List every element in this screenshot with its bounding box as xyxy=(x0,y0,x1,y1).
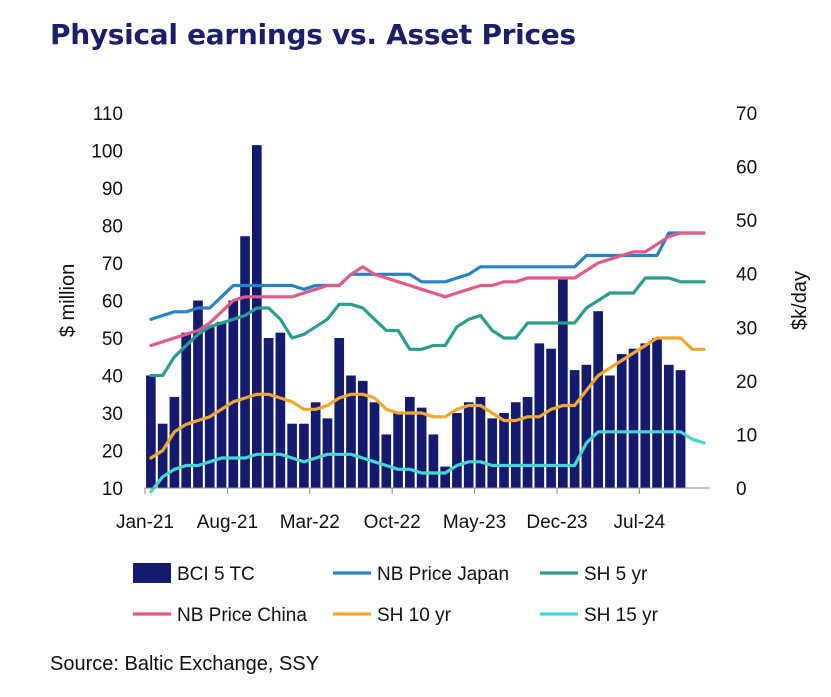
x-tick-label: Mar-22 xyxy=(280,512,340,533)
bar xyxy=(452,413,462,488)
bar xyxy=(181,332,192,488)
legend-label: SH 15 yr xyxy=(584,605,659,626)
bar xyxy=(334,338,345,488)
legend-label: SH 10 yr xyxy=(377,605,452,626)
legend-swatch-bar xyxy=(133,563,171,583)
bar xyxy=(381,434,392,488)
bars-group xyxy=(146,145,686,488)
y-tick-right: 50 xyxy=(736,211,757,232)
x-tick-label: Jan-21 xyxy=(116,512,174,533)
y-tick-left: 70 xyxy=(102,254,123,275)
line-series xyxy=(149,430,706,494)
y-tick-right: 40 xyxy=(736,265,757,286)
chart-title: Physical earnings vs. Asset Prices xyxy=(50,18,576,51)
x-tick-label: Jul-24 xyxy=(614,512,666,533)
bar xyxy=(299,423,309,488)
right-axis-ticks: 0 10 20 30 40 50 60 70 xyxy=(736,104,757,500)
bar xyxy=(275,332,286,488)
bar xyxy=(440,466,450,488)
bar xyxy=(581,364,592,488)
bar xyxy=(357,380,368,488)
bar xyxy=(393,413,403,488)
bar xyxy=(369,402,380,488)
bar xyxy=(675,370,686,488)
bar xyxy=(663,364,674,488)
bar xyxy=(487,418,498,488)
x-tick-label: Dec-23 xyxy=(526,512,587,533)
y-tick-left: 30 xyxy=(102,404,123,425)
bar xyxy=(204,327,215,488)
bar xyxy=(640,343,651,488)
bar xyxy=(569,370,580,488)
bar xyxy=(251,145,262,488)
legend-label: SH 5 yr xyxy=(584,564,648,585)
y-tick-left: 40 xyxy=(102,367,123,388)
x-axis-ticks: Jan-21 Aug-21 Mar-22 Oct-22 May-23 Dec-23 Jul-… xyxy=(116,488,666,533)
bar xyxy=(310,402,321,488)
bar xyxy=(216,321,227,488)
y-tick-left: 60 xyxy=(102,292,123,313)
bar xyxy=(146,375,156,488)
x-tick-label: Oct-22 xyxy=(364,512,421,533)
bar xyxy=(416,407,427,488)
bar xyxy=(463,402,474,488)
y-tick-right: 20 xyxy=(736,372,757,393)
y-tick-left: 50 xyxy=(102,329,123,350)
bar xyxy=(169,396,180,488)
lines-group xyxy=(149,231,706,494)
y-tick-left: 80 xyxy=(102,217,123,238)
bar xyxy=(346,375,356,488)
line-series xyxy=(149,336,706,460)
bar xyxy=(546,348,556,488)
bar xyxy=(405,396,415,488)
y-tick-left: 20 xyxy=(102,442,123,463)
y-tick-right: 0 xyxy=(736,479,747,500)
bar xyxy=(628,348,639,488)
bar xyxy=(157,423,168,488)
y-axis-label-left: $ million xyxy=(57,264,79,337)
legend-label: NB Price Japan xyxy=(377,564,509,585)
bar xyxy=(475,396,486,488)
y-tick-right: 10 xyxy=(736,425,757,446)
bar xyxy=(510,402,521,488)
left-axis-ticks: 10 20 30 40 50 60 70 80 90 100 110 xyxy=(91,104,123,500)
line-series xyxy=(149,231,706,321)
bar xyxy=(428,434,439,488)
y-tick-right: 30 xyxy=(736,318,757,339)
bar xyxy=(522,396,533,488)
bar xyxy=(558,279,568,488)
y-tick-right: 70 xyxy=(736,104,757,125)
legend: BCI 5 TC NB Price Japan SH 5 yr NB Price Ch… xyxy=(133,563,659,626)
y-tick-right: 60 xyxy=(736,158,757,179)
y-tick-left: 10 xyxy=(102,479,123,500)
bar xyxy=(593,311,604,488)
y-tick-left: 90 xyxy=(102,179,123,200)
legend-label: BCI 5 TC xyxy=(177,564,255,585)
y-tick-left: 110 xyxy=(93,104,123,125)
bar xyxy=(263,338,274,488)
bar xyxy=(228,300,239,488)
x-tick-label: May-23 xyxy=(443,512,506,533)
bar xyxy=(193,300,203,488)
legend-label: NB Price China xyxy=(177,605,307,626)
bar xyxy=(499,413,509,488)
y-tick-left: 100 xyxy=(91,142,123,163)
line-series xyxy=(149,276,706,378)
y-axis-label-right: $k/day xyxy=(789,271,811,330)
x-tick-label: Aug-21 xyxy=(197,512,258,533)
bar xyxy=(287,423,297,488)
bar xyxy=(240,236,250,488)
bar xyxy=(616,354,627,488)
source-note: Source: Baltic Exchange, SSY xyxy=(50,653,320,675)
line-series xyxy=(149,231,706,348)
bar xyxy=(652,338,662,488)
